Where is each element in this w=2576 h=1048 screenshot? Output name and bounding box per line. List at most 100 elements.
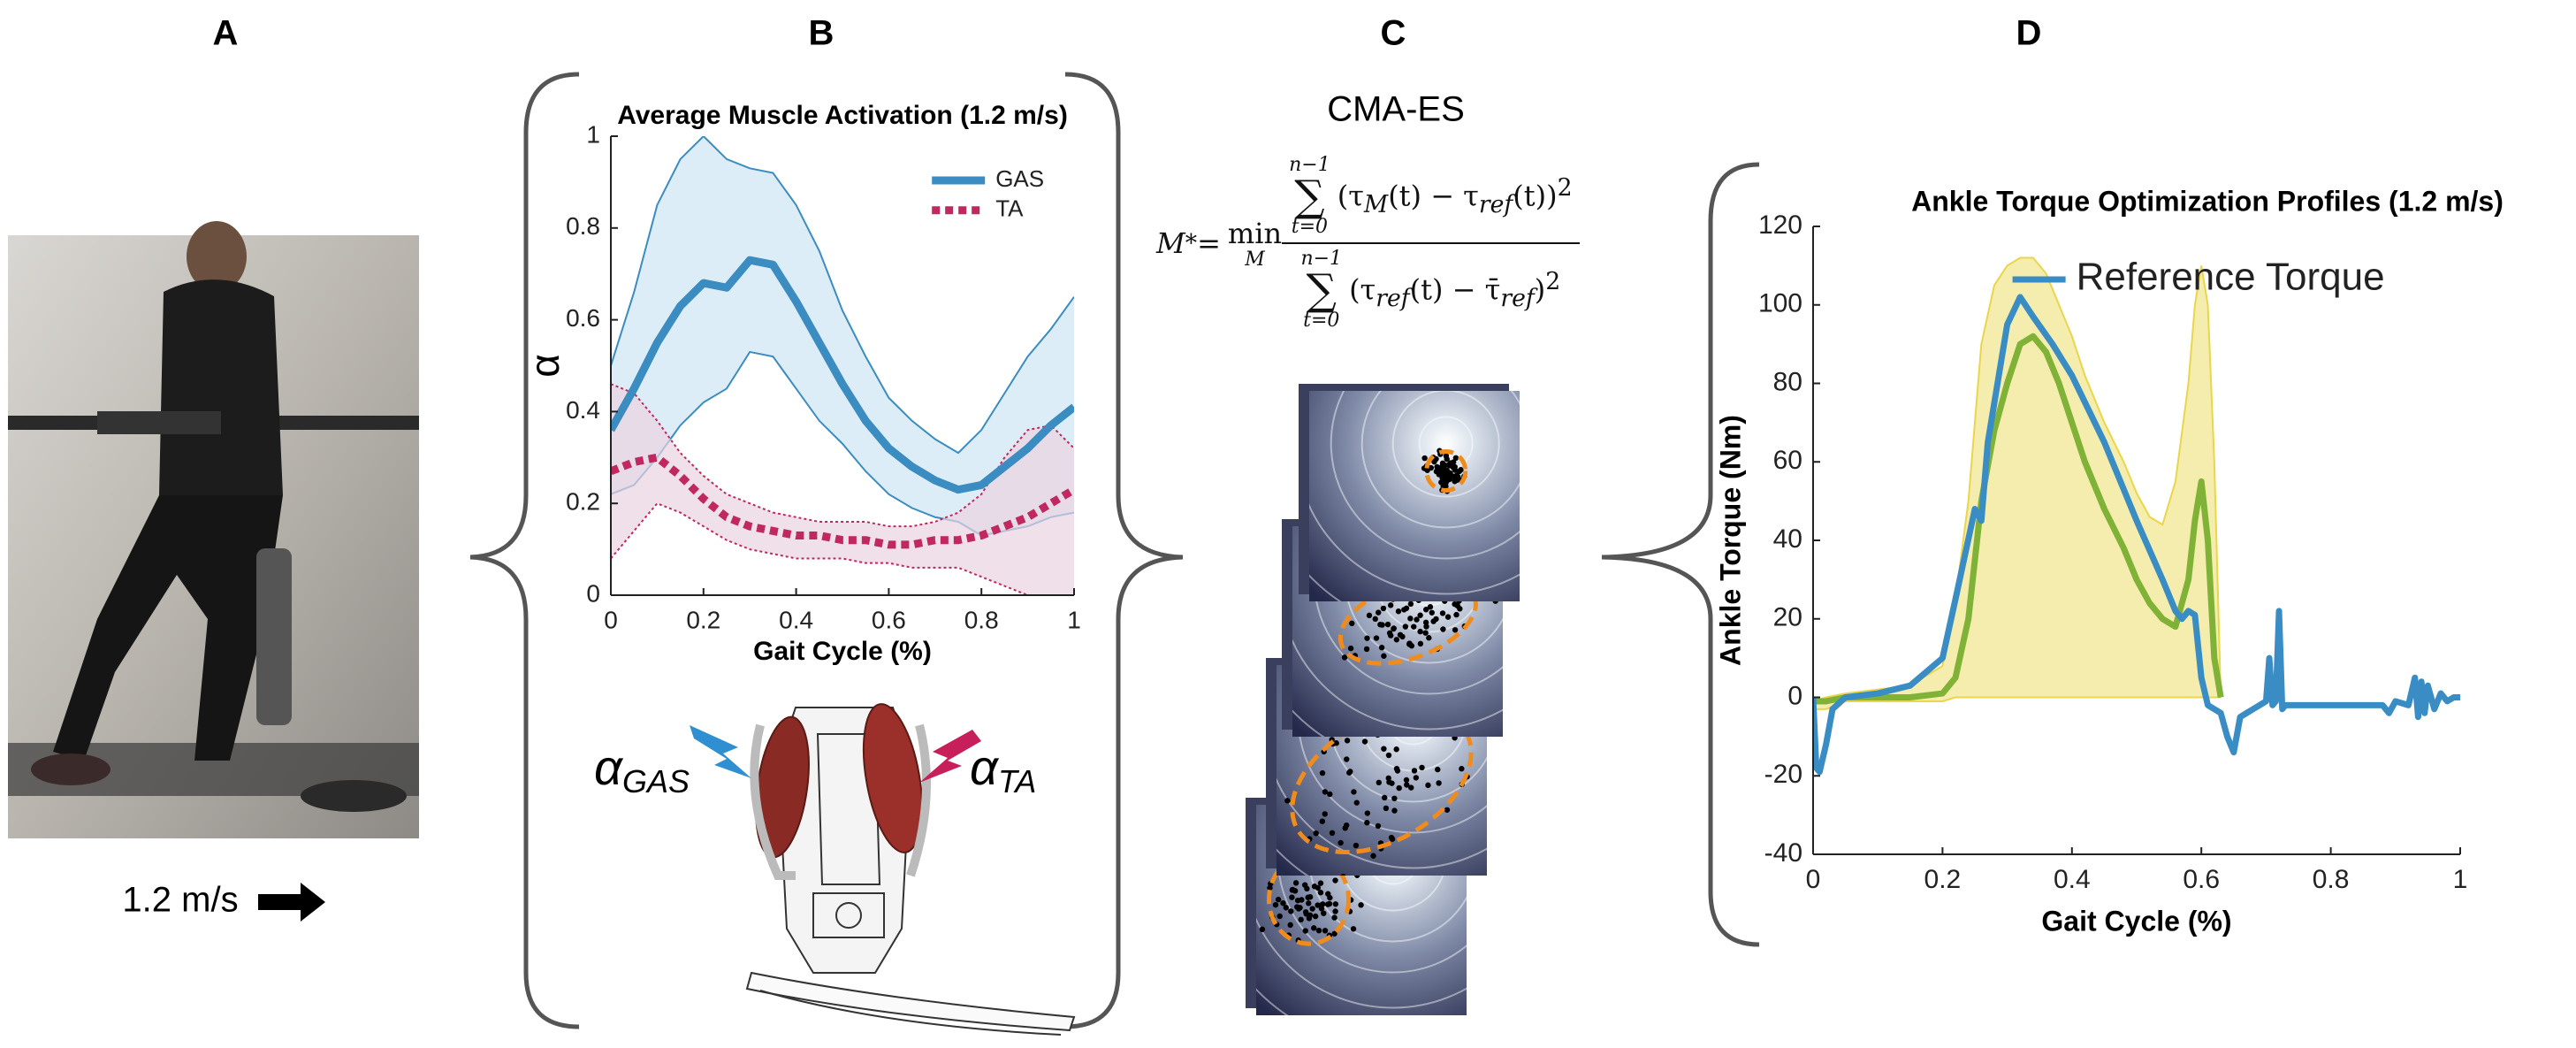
x-tick-label: 1: [2453, 865, 2468, 894]
y-tick-label: 40: [1773, 524, 1802, 554]
sample-point: [1445, 477, 1452, 483]
sample-point: [1319, 818, 1326, 824]
sample-point: [1425, 782, 1431, 789]
equation-term: ref: [1500, 285, 1535, 313]
alpha-subscript: GAS: [622, 763, 690, 799]
sample-point: [1322, 789, 1329, 795]
sample-point: [1340, 873, 1346, 876]
sample-point: [1370, 853, 1376, 859]
sample-point: [1338, 839, 1344, 846]
sample-point: [1407, 616, 1414, 622]
sample-point: [1315, 902, 1321, 908]
panel-label: B: [809, 14, 835, 53]
prosthesis-diagram: [745, 703, 1076, 1036]
equation-term: M: [1363, 191, 1389, 219]
sample-point: [1326, 900, 1333, 907]
sample-point: [1422, 619, 1429, 626]
summation: n−1 ∑ t=0: [1300, 249, 1342, 331]
sample-point: [1452, 478, 1458, 485]
sum-symbol: ∑: [1294, 172, 1325, 221]
x-tick-label: 1: [1067, 606, 1081, 633]
sample-point: [1411, 623, 1417, 630]
sample-point: [1349, 620, 1355, 627]
contour: [1292, 639, 1503, 731]
sample-point: [1429, 609, 1435, 616]
equation-term: (τ: [1349, 272, 1376, 307]
sample-point: [1327, 791, 1333, 798]
sample-point: [1381, 653, 1387, 659]
series-line: [611, 256, 1074, 494]
sample-point: [1455, 474, 1461, 480]
equation: M * = min M n−1 ∑ t=0 (τM(t) − τref(t))2 n−1…: [1149, 156, 1580, 331]
band-edge: [611, 136, 1074, 455]
sum-symbol: ∑: [1306, 265, 1337, 315]
series-line: [1813, 333, 2224, 705]
sample-point: [1384, 621, 1391, 628]
panel-label: C: [1381, 14, 1406, 53]
sample-point: [1275, 896, 1282, 903]
sample-point: [1375, 822, 1382, 830]
y-tick-label: -20: [1764, 760, 1802, 789]
confidence-band: [611, 136, 1074, 536]
x-tick-label: 0: [1806, 865, 1821, 894]
sample-point: [1342, 825, 1348, 831]
sample-point: [1351, 789, 1357, 795]
equation-term: (t) − τ: [1388, 179, 1479, 213]
sample-point: [1302, 928, 1308, 934]
sample-point: [1327, 894, 1333, 901]
sample-point: [1381, 794, 1388, 801]
sample-point: [1363, 646, 1370, 653]
chart-title: Average Muscle Activation (1.2 m/s): [617, 101, 1068, 130]
numerator: n−1 ∑ t=0 (τM(t) − τref(t))2: [1282, 156, 1579, 237]
sample-point: [1422, 630, 1429, 636]
contour: [1277, 777, 1487, 869]
sample-point: [1306, 900, 1312, 906]
sample-point: [1417, 640, 1424, 647]
y-tick-label: 0: [1787, 681, 1802, 710]
sample-point: [1444, 470, 1451, 478]
sample-point: [1289, 887, 1296, 893]
sample-point: [1403, 776, 1410, 784]
sample-point: [1399, 633, 1406, 640]
sample-point: [1413, 775, 1420, 781]
x-tick-label: 0.8: [964, 606, 999, 633]
sample-point: [1317, 890, 1324, 896]
sample-point: [1454, 602, 1460, 609]
sample-point: [1436, 780, 1442, 786]
sample-point: [1435, 766, 1441, 773]
sample-point: [1353, 799, 1360, 806]
equation-term: ref: [1376, 285, 1410, 313]
sample-point: [1377, 622, 1383, 628]
sample-point: [1332, 908, 1338, 914]
sample-point: [1322, 811, 1328, 817]
x-tick-label: 0.4: [2054, 865, 2091, 894]
panel-label: D: [2016, 14, 2042, 53]
equation-term: M: [1156, 226, 1185, 260]
sample-point: [1442, 462, 1448, 469]
panel-title: CMA-ES: [1327, 90, 1465, 129]
x-tick-label: 0.6: [872, 606, 906, 633]
y-axis-label: α: [522, 354, 568, 378]
sample-point: [1331, 930, 1338, 937]
equation-lhs: M * =: [1149, 226, 1228, 260]
sample-point: [1452, 467, 1459, 473]
optimization-snapshots: [1246, 384, 1520, 1015]
sample-point: [1408, 784, 1414, 791]
alpha-subscript: TA: [998, 763, 1036, 799]
equation-term: 2: [1557, 173, 1573, 202]
x-tick-label: 0.4: [779, 606, 813, 633]
equation-term: (τ: [1337, 179, 1364, 213]
sample-point: [1421, 455, 1428, 462]
sample-point: [1313, 830, 1319, 837]
sample-point: [1353, 842, 1360, 849]
sample-point: [1452, 627, 1459, 633]
series-line: [1813, 294, 2460, 776]
y-axis-label: Ankle Torque (Nm): [1714, 415, 1746, 666]
sample-point: [1396, 784, 1402, 792]
sum-lower: t=0: [1291, 216, 1329, 238]
y-tick-label: 120: [1758, 210, 1802, 240]
sample-point: [1344, 756, 1350, 762]
snapshot: [1309, 391, 1520, 601]
sample-point: [1364, 635, 1370, 641]
